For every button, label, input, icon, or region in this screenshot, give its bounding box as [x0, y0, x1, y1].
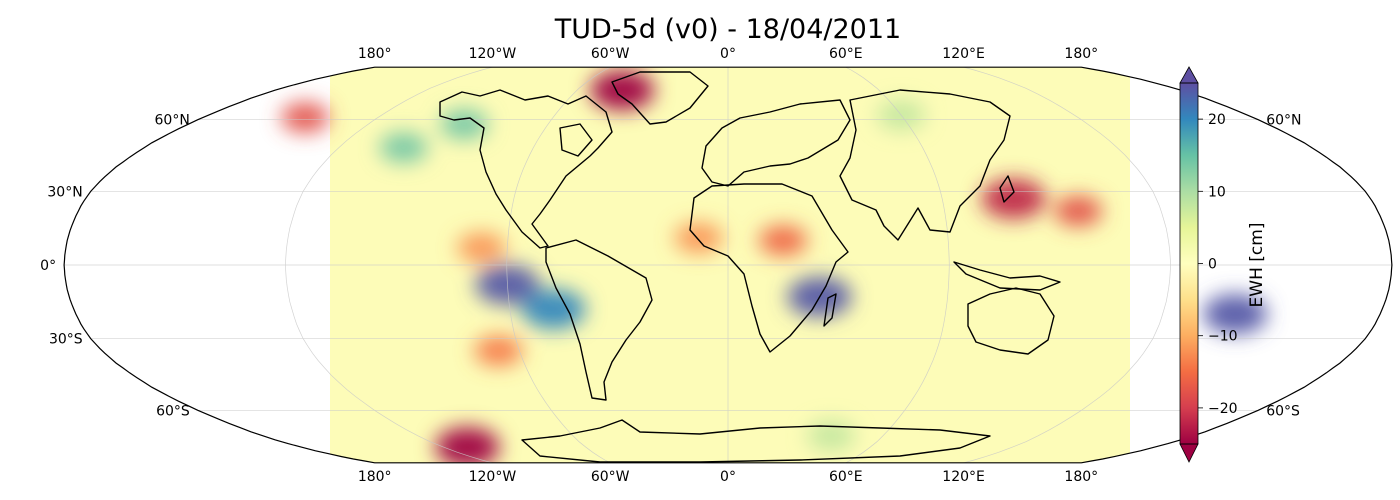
- anomaly-west-africa: [674, 223, 723, 253]
- anomaly-southern-brazil: [521, 289, 586, 330]
- colorbar-extend-bottom: [1179, 443, 1199, 463]
- lon-label: 60°W: [591, 46, 630, 62]
- lat-label: 0°: [40, 258, 56, 274]
- anomaly-alaska: [281, 102, 330, 133]
- lon-label: 120°W: [469, 46, 517, 62]
- anomaly-argentina: [474, 335, 523, 366]
- colorbar-tick-label: −20: [1208, 401, 1238, 417]
- lat-label: 60°S: [1266, 403, 1300, 419]
- lon-label: 180°: [358, 46, 392, 62]
- colorbar-ticks: 20 10 0 −10 −20: [1198, 112, 1238, 417]
- lat-label: 30°N: [47, 184, 82, 200]
- anomaly-greenland: [590, 70, 655, 111]
- lon-label: 60°E: [829, 469, 863, 485]
- coast-europe: [701, 99, 851, 187]
- lon-labels-bottom: 180° 120°W 60°W 0° 60°E 120°E 180°: [358, 469, 1098, 485]
- anomaly-west-antarctica: [435, 427, 500, 463]
- map-outline: [63, 66, 1393, 464]
- lon-label: 120°E: [942, 469, 985, 485]
- anomaly-hudson-bay: [440, 109, 489, 140]
- coast-north-america: [439, 89, 613, 249]
- colorbar-tick-label: −10: [1208, 329, 1238, 345]
- lat-label: 60°N: [1266, 113, 1301, 129]
- colorbar-label: EWH [cm]: [1247, 223, 1267, 308]
- colorbar-tick-label: 20: [1208, 112, 1226, 128]
- coast-hudson-bay: [559, 123, 593, 157]
- lon-label: 60°W: [591, 469, 630, 485]
- gridlines: [64, 67, 1392, 463]
- anomaly-burma: [1054, 196, 1103, 226]
- coast-madagascar: [823, 293, 837, 327]
- coastlines: [439, 71, 1061, 463]
- anomaly-field: [281, 70, 1268, 463]
- colorbar-gradient: [1180, 83, 1198, 444]
- lon-label: 120°E: [942, 46, 985, 62]
- coast-antarctica: [521, 419, 991, 463]
- anomaly-north-india: [981, 178, 1046, 219]
- map: 180° 120°W 60°W 0° 60°E 120°E 180° 180° 120°W 60…: [40, 46, 1393, 485]
- coast-australia: [967, 287, 1055, 355]
- lat-label: 60°N: [155, 113, 190, 129]
- lon-labels-top: 180° 120°W 60°W 0° 60°E 120°E 180°: [358, 46, 1098, 62]
- lat-labels-left: 60°N 30°N 0° 30°S 60°S: [40, 113, 190, 420]
- lon-label: 180°: [358, 469, 392, 485]
- lon-label: 180°: [1064, 46, 1098, 62]
- coast-south-america: [545, 239, 653, 401]
- coast-asia: [839, 89, 1011, 241]
- colorbar-extend-top: [1179, 66, 1199, 84]
- coast-africa: [689, 183, 849, 353]
- coast-japan: [999, 175, 1015, 203]
- anomaly-sahel: [759, 225, 808, 256]
- colorbar-tick-label: 0: [1208, 257, 1217, 273]
- coast-indonesia: [953, 261, 1061, 291]
- anomaly-east-antarctica: [807, 420, 856, 451]
- map-title: TUD-5d (v0) - 18/04/2011: [554, 14, 901, 45]
- anomaly-north-america-central: [379, 132, 428, 163]
- colorbar-tick-label: 10: [1208, 184, 1226, 200]
- lon-label: 120°W: [469, 469, 517, 485]
- lat-label: 60°S: [156, 403, 190, 419]
- lon-label: 0°: [720, 46, 736, 62]
- lat-label: 30°S: [49, 332, 83, 348]
- coast-greenland: [611, 71, 709, 125]
- anomaly-venezuela: [457, 232, 506, 263]
- anomaly-northern-australia: [1203, 294, 1268, 335]
- lon-label: 60°E: [829, 46, 863, 62]
- lon-label: 180°: [1064, 469, 1098, 485]
- colorbar: 20 10 0 −10 −20 EWH [cm]: [1179, 66, 1267, 463]
- lat-labels-right: 60°N 60°S: [1266, 113, 1301, 420]
- lon-label: 0°: [720, 469, 736, 485]
